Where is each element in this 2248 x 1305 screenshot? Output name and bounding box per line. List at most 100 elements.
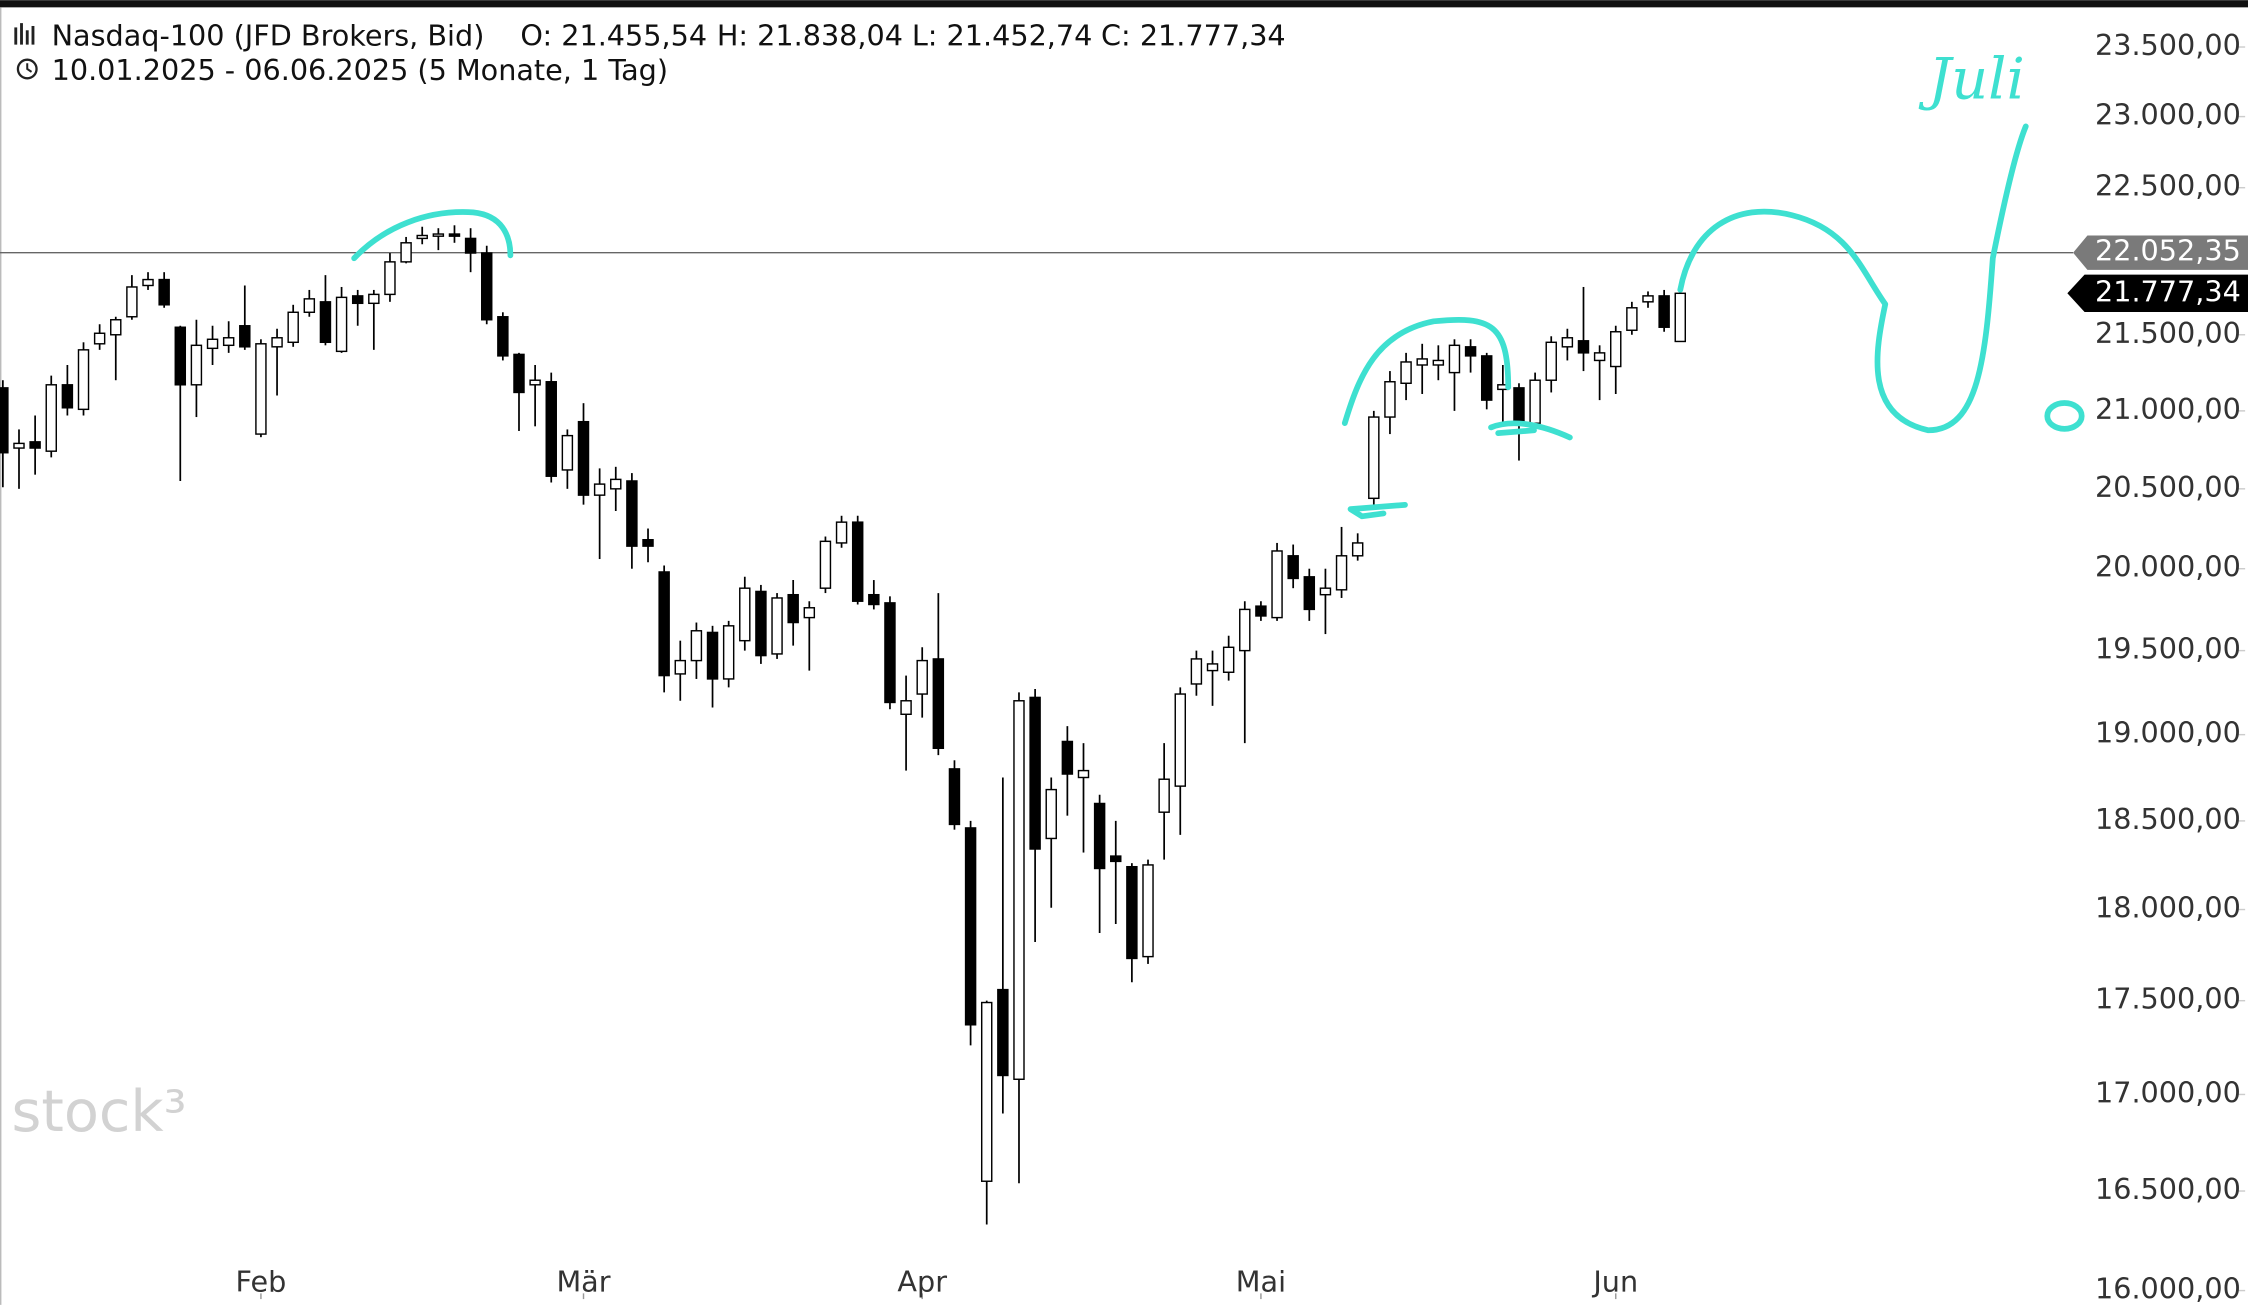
candle-body [513,353,525,394]
candle-body [1351,542,1364,557]
candle-body [1206,663,1219,672]
candle-body [1577,340,1590,354]
candle-body [1561,337,1574,348]
candle-body [368,293,380,305]
ohlc-close: C: 21.777,34 [1101,18,1286,52]
candle-body [642,539,654,547]
candle-body [464,237,477,254]
candle-body [1142,864,1154,958]
x-tick-label: Mai [1236,1264,1286,1298]
candle-body [948,768,961,826]
candle-body [319,301,332,344]
y-tick-label: 19.000,00 [2095,716,2241,750]
candle-body [819,540,832,589]
candle-body [1271,550,1283,619]
candle-body [593,483,606,496]
candle-body [61,384,74,409]
y-tick-label: 22.500,00 [2095,169,2241,203]
candle-body [93,332,106,345]
ohlc-open: O: 21.455,54 [520,18,707,52]
candle-body [1045,788,1057,840]
clock-hands [26,63,33,73]
candle-body [980,1001,993,1182]
candle-body [142,278,154,287]
candle-body [610,478,622,490]
candle-body [190,344,203,386]
clock-icon [16,58,38,80]
candle-body [222,337,235,347]
candle-body [1029,696,1041,850]
y-tick-label: 16.500,00 [2095,1172,2241,1206]
x-tick-label: Feb [236,1264,287,1298]
candle-body [658,571,670,677]
candle-body [416,234,428,240]
candle-body [1658,295,1670,328]
y-tick-label: 16.000,00 [2095,1272,2241,1305]
candle-body [497,316,509,357]
candle-body [577,420,590,496]
candle-body [239,325,251,348]
candle-body [1287,555,1299,580]
candle-body [690,630,703,662]
candle-body [964,827,977,1026]
candle-body [900,700,912,715]
candle-body [851,521,864,602]
candle-body [1319,587,1332,596]
candle-body [1464,346,1477,357]
candle-body [706,631,719,680]
candle-body [1255,605,1267,617]
candle-body [126,286,138,318]
y-tick-label: 21.000,00 [2095,392,2241,426]
candle-body [674,659,687,675]
candle-body [400,242,412,263]
instrument-name: Nasdaq-100 (JFD Brokers, Bid) [52,18,485,52]
candle-body [1174,693,1187,787]
candle-body [1529,379,1541,424]
candle-body [1222,646,1235,673]
last-price-tag [2067,274,2248,312]
candle-body [1190,658,1203,685]
x-tick-label: Jun [1591,1264,1638,1298]
candle-body [1368,416,1380,500]
x-tick-label: Apr [897,1264,947,1298]
candle-body [835,521,848,544]
candle-body [545,381,557,477]
candle-body [755,590,767,657]
candle-body [271,337,283,348]
plot-area: 23.500,00 23.000,00 22.500,00 21.500,00 21.0… [0,28,2248,1305]
candle-body [206,338,219,350]
candle-body [1480,355,1493,401]
candle-body [932,658,945,750]
candle-body [158,278,170,306]
candle-body [1545,341,1557,381]
y-tick-label: 19.500,00 [2095,632,2241,666]
hand-drawing [351,123,2085,520]
last-price-label: 21.777,34 [2095,274,2241,308]
candle-body [351,295,364,305]
y-tick-label: 18.500,00 [2095,802,2241,836]
candle-body [29,441,41,449]
candle-body [174,326,187,386]
candle-body [335,296,348,353]
candle-body [287,311,299,344]
candle-body [1158,778,1170,813]
candle-body [110,319,122,336]
candle-body [1432,359,1445,366]
candle-body [45,384,57,452]
candle-body [1013,700,1025,1080]
candle-body [1416,358,1428,366]
candle-body [255,343,267,435]
candle-body [1093,802,1106,870]
candle-body [1626,307,1638,331]
candle-body [13,442,25,449]
candle-body [997,988,1009,1077]
candle-body [884,602,896,704]
candle-body [1077,769,1090,779]
candle-body [626,480,638,547]
date-range: 10.01.2025 - 06.06.2025 (5 Monate, 1 Tag… [52,53,668,87]
candle-body [77,349,90,411]
candle-body [1126,865,1138,960]
candle-body [1400,361,1412,384]
